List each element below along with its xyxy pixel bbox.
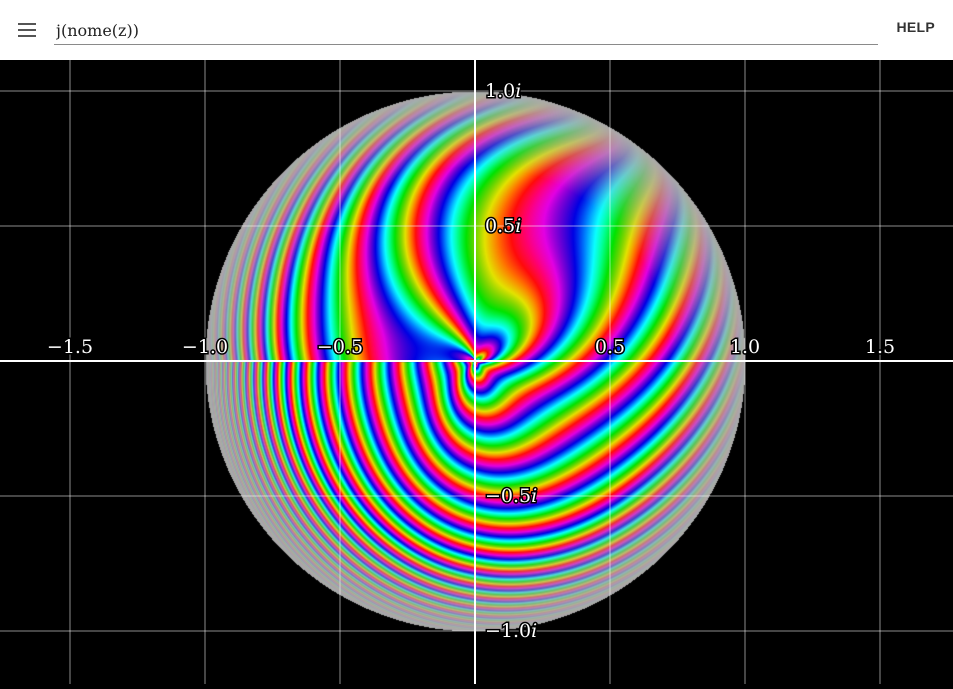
expression-input[interactable] (54, 16, 878, 45)
y-tick-label: −0.5i (485, 485, 537, 507)
x-tick-label: −1.0 (182, 336, 228, 358)
axes-overlay: −1.5 −1.0 −0.5 0.5 1.0 1.5 1.0i 0.5i −0.5i −1.0i (0, 60, 953, 684)
x-tick-label: 0.5 (595, 336, 625, 358)
x-tick-label: 1.5 (865, 336, 895, 358)
top-toolbar: HELP (0, 0, 953, 60)
help-button[interactable]: HELP (896, 19, 935, 35)
x-tick-label: 1.0 (730, 336, 760, 358)
y-tick-label: 0.5i (485, 215, 521, 237)
hamburger-menu-icon[interactable] (16, 18, 40, 42)
y-tick-label: 1.0i (485, 80, 521, 102)
y-tick-label: −1.0i (485, 620, 537, 642)
complex-plot[interactable]: −1.5 −1.0 −0.5 0.5 1.0 1.5 1.0i 0.5i −0.5i −1.0i (0, 60, 953, 684)
domain-coloring-canvas (0, 60, 953, 684)
x-tick-label: −0.5 (317, 336, 363, 358)
x-tick-label: −1.5 (47, 336, 93, 358)
